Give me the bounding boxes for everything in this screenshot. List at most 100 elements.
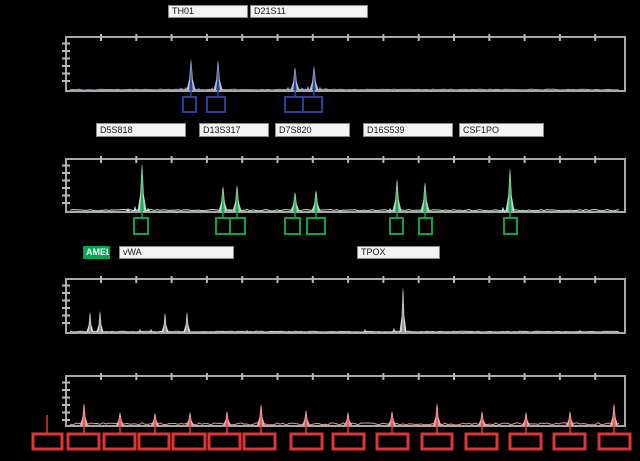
peak-core-red bbox=[346, 413, 350, 425]
marker-label-D16S539[interactable]: D16S539 bbox=[363, 123, 453, 137]
noise-bump-green bbox=[227, 209, 233, 211]
panel-frame-blue bbox=[65, 36, 626, 92]
allele-bin-blue[interactable] bbox=[302, 96, 323, 113]
marker-label-text: CSF1PO bbox=[463, 125, 500, 135]
peak-core-green bbox=[314, 191, 318, 211]
baseline-noise-yellow-shown-gray bbox=[69, 330, 620, 333]
marker-label-D5S818[interactable]: D5S818 bbox=[96, 123, 186, 137]
noise-bump-green bbox=[500, 207, 506, 211]
allele-bin-green[interactable] bbox=[215, 217, 231, 235]
marker-label-text: TH01 bbox=[172, 6, 195, 16]
peak-core-green bbox=[221, 187, 225, 211]
noise-bump-blue bbox=[196, 88, 202, 90]
allele-bin-blue[interactable] bbox=[206, 96, 226, 113]
noise-bump-green bbox=[145, 208, 151, 211]
peak-core-red bbox=[118, 413, 122, 425]
marker-label-TPOX[interactable]: TPOX bbox=[357, 246, 440, 259]
panel-frame-green bbox=[65, 158, 626, 213]
noise-bump-blue bbox=[305, 86, 311, 90]
peak-core-blue bbox=[312, 67, 316, 90]
allele-bin-red[interactable] bbox=[242, 432, 277, 451]
marker-label-D13S317[interactable]: D13S317 bbox=[199, 123, 269, 137]
marker-label-text: TPOX bbox=[361, 247, 386, 257]
allele-bin-red[interactable] bbox=[375, 432, 410, 451]
peak-core-red bbox=[390, 412, 394, 425]
noise-bump-blue bbox=[299, 87, 305, 90]
allele-bin-red[interactable] bbox=[552, 432, 587, 451]
peak-core-yellow-shown-gray bbox=[185, 313, 189, 332]
marker-label-CSF1PO[interactable]: CSF1PO bbox=[459, 123, 544, 137]
allele-bin-red[interactable] bbox=[137, 432, 171, 451]
allele-bin-red[interactable] bbox=[508, 432, 543, 451]
peak-core-yellow-shown-gray bbox=[401, 288, 405, 332]
allele-bin-red[interactable] bbox=[597, 432, 632, 451]
marker-label-D7S820[interactable]: D7S820 bbox=[275, 123, 350, 137]
marker-label-AMEL[interactable]: AMEL bbox=[83, 246, 110, 259]
noise-bump-yellow-shown-gray bbox=[148, 329, 154, 332]
allele-bin-red[interactable] bbox=[420, 432, 454, 451]
allele-bin-blue[interactable] bbox=[182, 96, 197, 113]
peak-core-green bbox=[423, 183, 427, 211]
marker-label-text: D7S820 bbox=[279, 125, 312, 135]
baseline-noise-blue bbox=[69, 88, 620, 91]
peak-core-red bbox=[225, 412, 229, 425]
peak-core-red bbox=[524, 413, 528, 425]
allele-bin-red[interactable] bbox=[331, 432, 366, 451]
allele-bin-green[interactable] bbox=[306, 217, 326, 235]
baseline-noise-green bbox=[69, 208, 620, 212]
peak-core-red bbox=[259, 405, 263, 425]
allele-bin-red[interactable] bbox=[102, 432, 137, 451]
noise-bump-yellow-shown-gray bbox=[137, 329, 143, 332]
marker-label-text: D5S818 bbox=[100, 125, 133, 135]
noise-bump-blue bbox=[285, 87, 291, 90]
peak-core-yellow-shown-gray bbox=[163, 314, 167, 332]
peak-core-red bbox=[304, 411, 308, 425]
marker-label-text: D16S539 bbox=[367, 125, 405, 135]
noise-bump-green bbox=[387, 208, 393, 211]
allele-bin-green[interactable] bbox=[503, 217, 518, 235]
marker-label-text: D21S11 bbox=[254, 6, 286, 16]
peak-core-green bbox=[140, 164, 144, 211]
peak-core-red bbox=[82, 404, 86, 425]
peak-core-red bbox=[188, 413, 192, 425]
marker-label-TH01[interactable]: TH01 bbox=[168, 5, 248, 18]
peak-core-green bbox=[508, 169, 512, 211]
noise-bump-blue bbox=[209, 87, 215, 90]
peak-core-yellow-shown-gray bbox=[98, 312, 102, 332]
allele-bin-green[interactable] bbox=[418, 217, 433, 235]
peak-core-red bbox=[480, 412, 484, 425]
peak-core-blue bbox=[216, 61, 220, 90]
noise-bump-green bbox=[125, 208, 131, 211]
allele-bin-green[interactable] bbox=[229, 217, 246, 235]
marker-label-D21S11[interactable]: D21S11 bbox=[250, 5, 368, 18]
marker-label-vWA[interactable]: vWA bbox=[119, 246, 234, 259]
noise-bump-blue bbox=[323, 88, 329, 90]
peak-core-yellow-shown-gray bbox=[88, 313, 92, 332]
noise-bump-blue bbox=[317, 87, 323, 90]
allele-bin-blue[interactable] bbox=[284, 96, 304, 113]
peak-core-red bbox=[568, 412, 572, 425]
allele-bin-green[interactable] bbox=[284, 217, 301, 235]
peak-core-blue bbox=[189, 60, 193, 90]
allele-bin-red[interactable] bbox=[207, 432, 242, 451]
panel-frame-red bbox=[65, 375, 626, 427]
peak-core-green bbox=[395, 180, 399, 211]
allele-bin-red[interactable] bbox=[289, 432, 324, 451]
noise-bump-yellow-shown-gray bbox=[391, 328, 397, 332]
allele-bin-green[interactable] bbox=[133, 217, 149, 235]
allele-bin-red[interactable] bbox=[464, 432, 499, 451]
noise-bump-yellow-shown-gray bbox=[244, 330, 250, 332]
noise-bump-yellow-shown-gray bbox=[577, 330, 583, 332]
peak-core-blue bbox=[293, 68, 297, 90]
allele-bin-red[interactable] bbox=[171, 432, 207, 451]
allele-bin-green[interactable] bbox=[389, 217, 404, 235]
marker-label-text: D13S317 bbox=[203, 125, 241, 135]
peak-core-green bbox=[235, 186, 239, 211]
marker-label-text: AMEL bbox=[86, 247, 110, 257]
allele-bin-red[interactable] bbox=[66, 432, 101, 451]
noise-bump-yellow-shown-gray bbox=[362, 329, 368, 332]
marker-label-text: vWA bbox=[123, 247, 142, 257]
allele-bin-red[interactable] bbox=[31, 432, 64, 451]
